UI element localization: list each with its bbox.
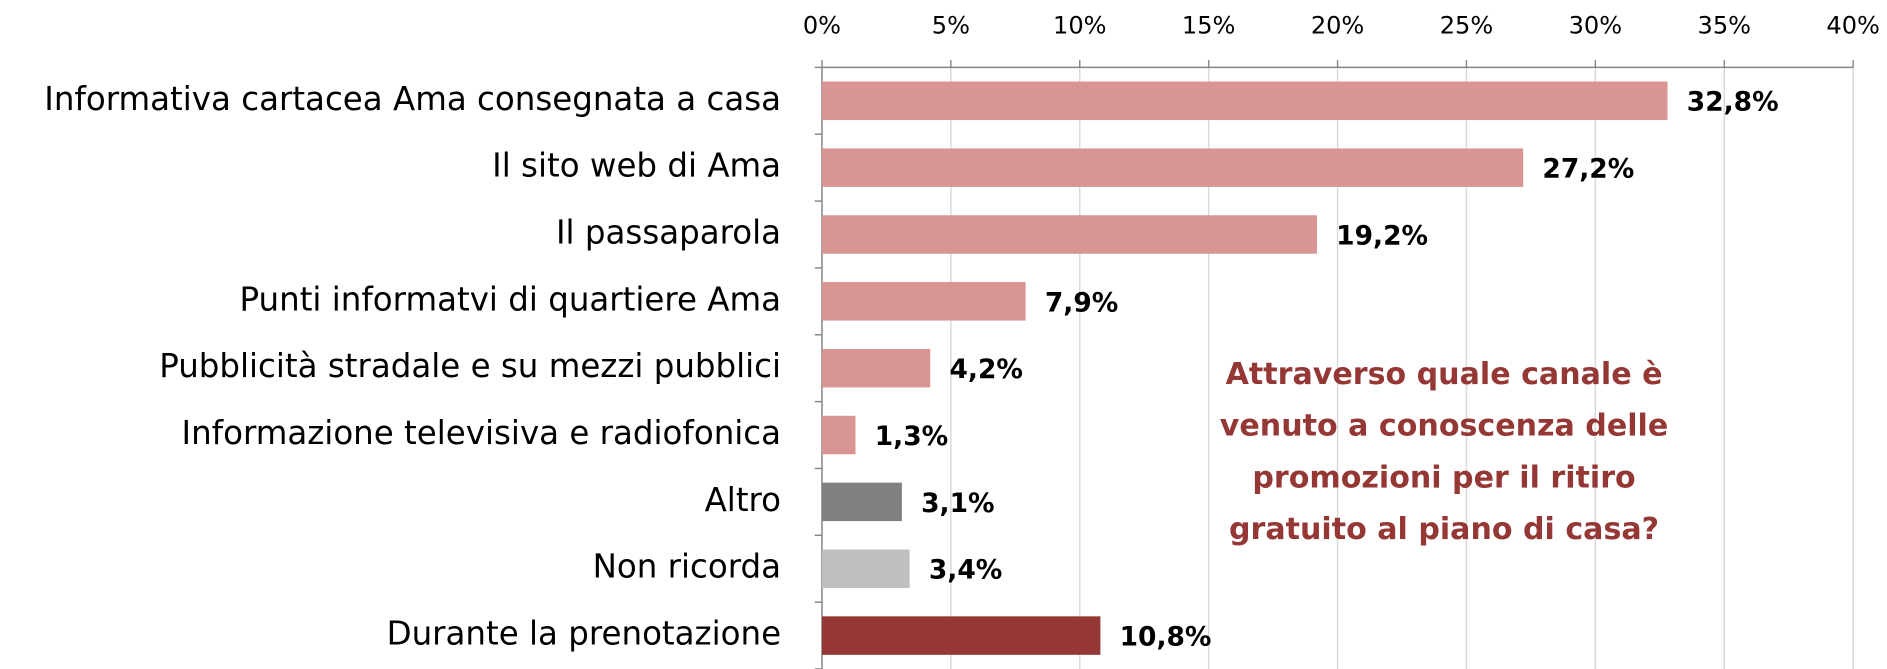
bar xyxy=(821,415,856,455)
y-tick-label: Informazione televisiva e radiofonica xyxy=(182,414,782,452)
x-tick-label: 0% xyxy=(803,11,841,39)
value-label: 19,2% xyxy=(1336,220,1428,251)
y-tick-label: Punti informatvi di quartiere Ama xyxy=(240,280,782,318)
x-tick-label: 35% xyxy=(1698,11,1751,39)
value-label: 3,4% xyxy=(929,555,1002,586)
y-tick-label: Il passaparola xyxy=(556,213,781,251)
x-tick-label: 40% xyxy=(1826,11,1879,39)
value-label: 1,3% xyxy=(875,421,948,452)
value-label: 3,1% xyxy=(921,488,994,519)
bar xyxy=(821,282,1026,321)
y-tick-label: Altro xyxy=(705,481,781,519)
x-tick-label: 30% xyxy=(1569,11,1622,39)
annotation: venuto a conoscenza delle xyxy=(1220,409,1668,444)
annotation: gratuito al piano di casa? xyxy=(1229,512,1659,547)
x-tick-label: 5% xyxy=(932,11,970,39)
bar xyxy=(821,549,910,588)
value-label: 27,2% xyxy=(1542,154,1634,185)
annotation: promozioni per il ritiro xyxy=(1252,460,1635,495)
y-tick-label: Il sito web di Ama xyxy=(492,147,781,185)
y-tick-label: Pubblicità stradale e su mezzi pubblici xyxy=(159,347,781,385)
value-label: 7,9% xyxy=(1045,287,1118,318)
y-tick-label: Non ricorda xyxy=(593,548,781,586)
bar xyxy=(821,482,902,522)
bar xyxy=(821,81,1668,121)
y-tick-label: Durante la prenotazione xyxy=(387,615,781,653)
x-tick-label: 10% xyxy=(1053,11,1106,39)
value-label: 4,2% xyxy=(949,354,1022,385)
x-tick-label: 25% xyxy=(1440,11,1493,39)
bar xyxy=(821,616,1101,655)
x-tick-label: 20% xyxy=(1311,11,1364,39)
bar xyxy=(821,348,931,388)
y-tick-label: Informativa cartacea Ama consegnata a ca… xyxy=(44,80,781,118)
value-label: 10,8% xyxy=(1120,621,1212,652)
bar xyxy=(821,215,1317,254)
bar xyxy=(821,148,1524,187)
x-tick-label: 15% xyxy=(1182,11,1235,39)
annotation: Attraverso quale canale è xyxy=(1226,357,1663,392)
value-label: 32,8% xyxy=(1687,87,1779,118)
